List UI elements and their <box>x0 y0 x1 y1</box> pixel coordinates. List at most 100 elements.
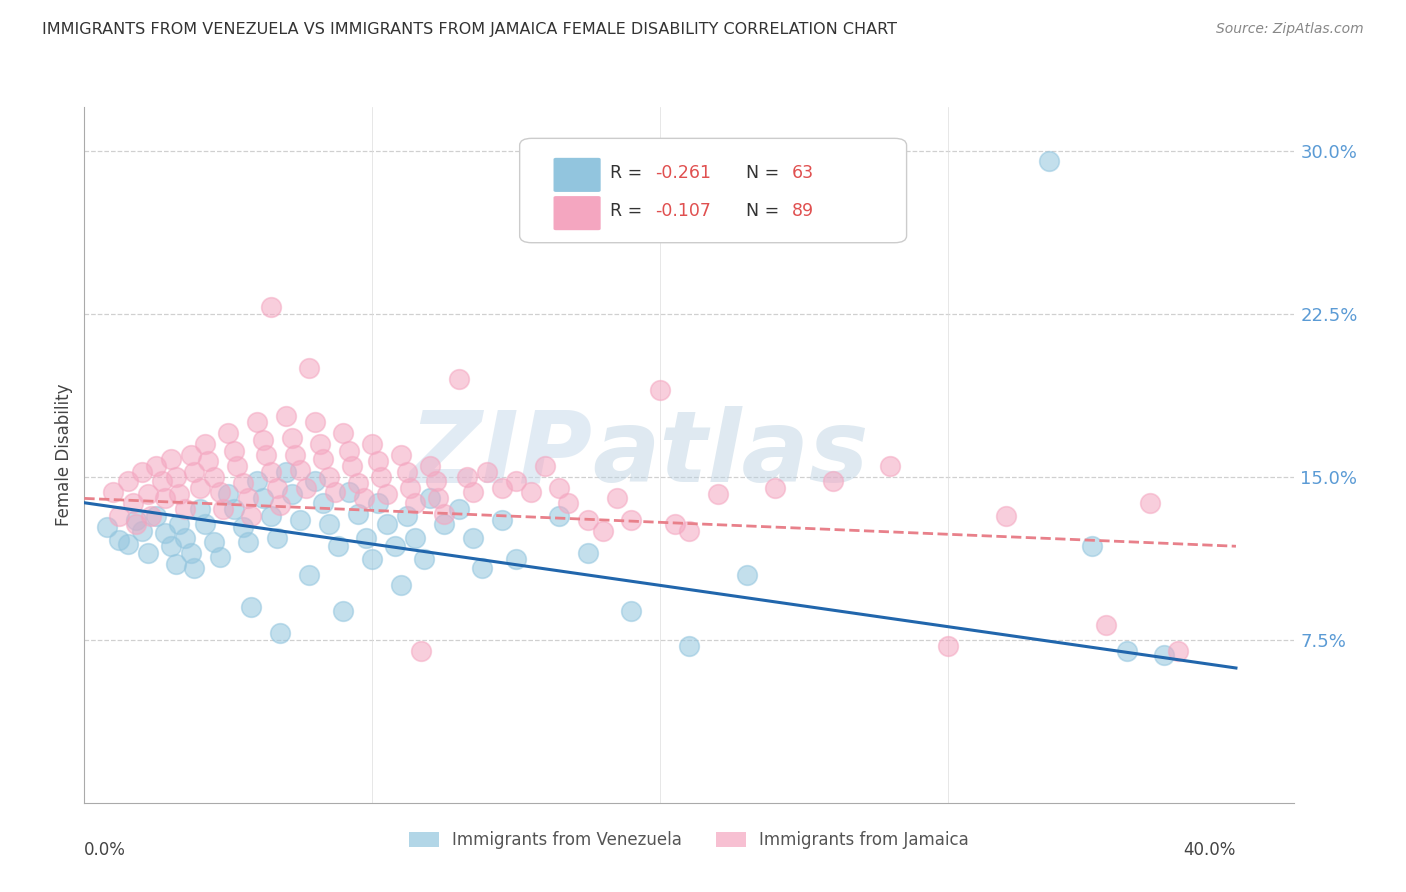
Point <box>1167 643 1189 657</box>
Point <box>274 409 297 423</box>
Point <box>433 517 456 532</box>
Point <box>166 469 188 483</box>
Point <box>337 484 360 499</box>
Point <box>456 469 478 483</box>
Point <box>153 526 176 541</box>
Point <box>274 466 297 480</box>
Point <box>1115 643 1137 657</box>
Point <box>413 552 436 566</box>
Point <box>169 487 191 501</box>
Point <box>678 639 700 653</box>
Point <box>491 481 513 495</box>
Point <box>384 539 406 553</box>
Point <box>678 524 700 538</box>
Point <box>332 426 354 441</box>
Point <box>477 466 499 480</box>
Point <box>174 531 197 545</box>
Text: IMMIGRANTS FROM VENEZUELA VS IMMIGRANTS FROM JAMAICA FEMALE DISABILITY CORRELATI: IMMIGRANTS FROM VENEZUELA VS IMMIGRANTS … <box>42 22 897 37</box>
Point <box>519 484 541 499</box>
Point <box>260 508 283 523</box>
Point <box>246 474 269 488</box>
Point <box>411 643 433 657</box>
Text: 63: 63 <box>792 164 814 182</box>
Point <box>821 474 844 488</box>
Text: -0.261: -0.261 <box>655 164 711 182</box>
Point <box>548 481 571 495</box>
Point <box>375 487 398 501</box>
Point <box>232 519 254 533</box>
Text: atlas: atlas <box>592 407 869 503</box>
Point <box>159 539 181 553</box>
Point <box>389 578 412 592</box>
Point <box>375 517 398 532</box>
Point <box>395 466 418 480</box>
Point <box>337 443 360 458</box>
Point <box>125 517 148 532</box>
Point <box>461 484 484 499</box>
Point <box>340 458 363 473</box>
Point <box>1081 539 1104 553</box>
Point <box>576 513 599 527</box>
Point <box>153 491 176 506</box>
Point <box>202 535 225 549</box>
Point <box>101 484 124 499</box>
Point <box>266 481 288 495</box>
Point <box>131 524 153 538</box>
Text: N =: N = <box>735 202 785 220</box>
Point <box>108 508 131 523</box>
Point <box>395 508 418 523</box>
Point <box>347 507 370 521</box>
Point <box>222 443 245 458</box>
Point <box>650 383 672 397</box>
Point <box>353 491 375 506</box>
Point <box>404 496 426 510</box>
Point <box>145 508 167 523</box>
Point <box>706 487 728 501</box>
Point <box>548 508 571 523</box>
Point <box>202 469 225 483</box>
Point <box>260 300 283 314</box>
Point <box>361 437 384 451</box>
Point <box>197 454 219 468</box>
Point <box>150 474 173 488</box>
Point <box>139 508 162 523</box>
Point <box>606 491 628 506</box>
Text: N =: N = <box>735 164 785 182</box>
Point <box>323 484 346 499</box>
Point <box>280 487 302 501</box>
Point <box>664 517 686 532</box>
Point <box>238 535 260 549</box>
Point <box>254 448 277 462</box>
Point <box>180 448 202 462</box>
Point <box>108 533 131 547</box>
Point <box>252 491 274 506</box>
Point <box>491 513 513 527</box>
Point <box>419 458 441 473</box>
Point <box>356 531 378 545</box>
Text: Source: ZipAtlas.com: Source: ZipAtlas.com <box>1216 22 1364 37</box>
Point <box>145 458 167 473</box>
Point <box>447 372 470 386</box>
Point <box>159 452 181 467</box>
Point <box>347 476 370 491</box>
Point <box>298 360 321 375</box>
Point <box>304 415 326 429</box>
Point <box>194 437 217 451</box>
Point <box>194 517 217 532</box>
Point <box>620 513 643 527</box>
Point <box>1139 496 1161 510</box>
Point <box>188 502 211 516</box>
Point <box>217 487 239 501</box>
FancyBboxPatch shape <box>554 158 600 192</box>
Text: ZIP: ZIP <box>409 407 592 503</box>
Point <box>1038 154 1060 169</box>
Point <box>269 498 291 512</box>
Text: R =: R = <box>610 202 648 220</box>
Point <box>240 508 263 523</box>
Point <box>232 476 254 491</box>
Point <box>994 508 1017 523</box>
Point <box>266 531 288 545</box>
Text: 40.0%: 40.0% <box>1184 841 1236 859</box>
Point <box>122 496 145 510</box>
Point <box>879 458 901 473</box>
